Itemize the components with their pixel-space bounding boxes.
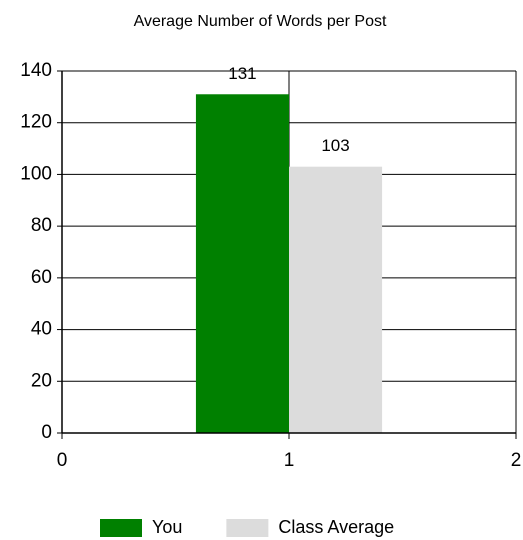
x-tick-label: 0 (57, 450, 68, 471)
y-tick-label: 120 (20, 112, 52, 133)
chart-title: Average Number of Words per Post (134, 13, 387, 30)
legend-swatch (100, 519, 142, 537)
data-label: 103 (321, 136, 349, 155)
y-tick-label: 0 (41, 422, 52, 443)
y-tick-label: 40 (31, 319, 52, 340)
x-tick-label: 1 (284, 450, 295, 471)
bar (195, 94, 289, 434)
legend-label: You (152, 517, 182, 537)
legend-label: Class Average (278, 517, 394, 537)
bar (289, 166, 383, 433)
y-tick-label: 60 (31, 267, 52, 288)
y-tick-label: 80 (31, 215, 52, 236)
x-tick-label: 2 (511, 450, 522, 471)
data-label: 131 (228, 64, 256, 83)
y-tick-label: 140 (20, 60, 52, 81)
y-tick-label: 100 (20, 163, 52, 184)
y-tick-label: 20 (31, 370, 52, 391)
legend-swatch (226, 519, 269, 537)
